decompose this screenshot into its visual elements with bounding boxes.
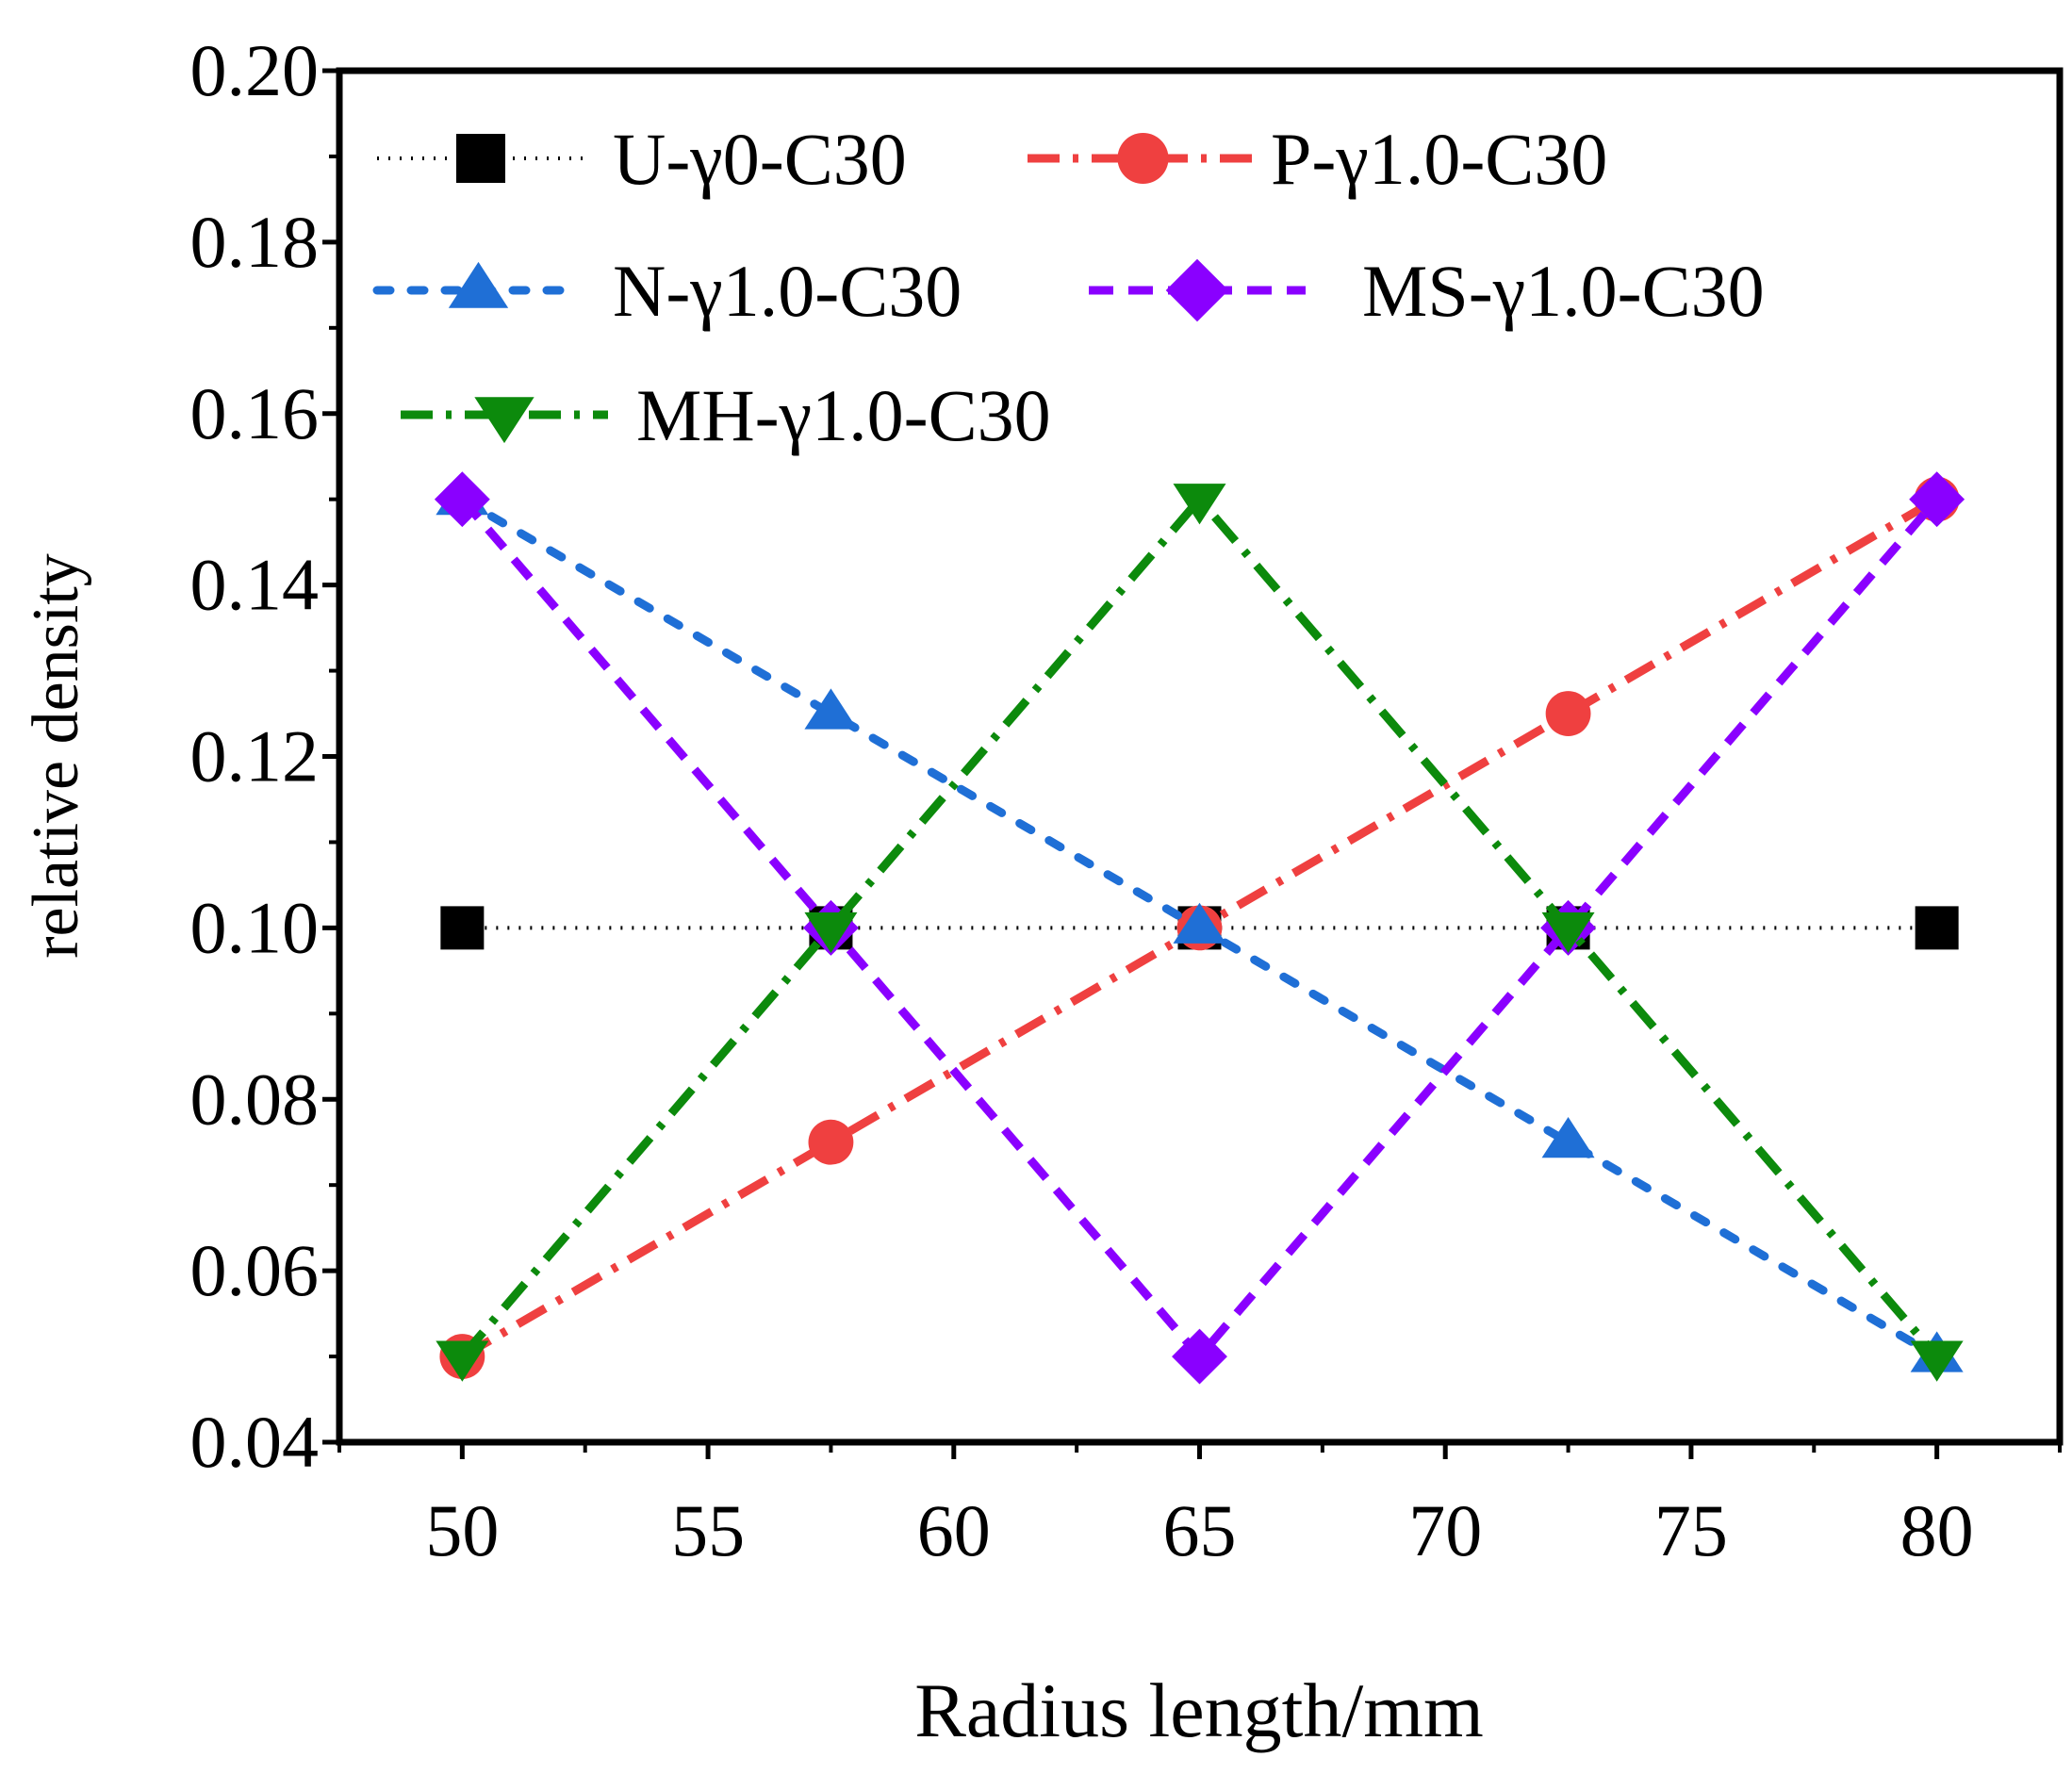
data-point-s3-3 <box>1173 902 1226 944</box>
y-tick-label-0.20: 0.20 <box>190 29 320 111</box>
legend-label-5: MH-γ1.0-C30 <box>636 374 1051 456</box>
series-5 <box>436 484 1964 1382</box>
x-tick-label-60: 60 <box>917 1489 991 1571</box>
legend-item-4: MS-γ1.0-C30 <box>1089 250 1765 332</box>
data-point-s4-5 <box>1909 471 1965 528</box>
x-tick-label-50: 50 <box>425 1489 499 1571</box>
data-point-s5-2 <box>804 912 858 954</box>
data-point-s5-1 <box>436 1340 489 1382</box>
x-tick-label-65: 65 <box>1163 1489 1237 1571</box>
x-tick-label-80: 80 <box>1900 1489 1974 1571</box>
legend-marker-4 <box>1165 258 1229 322</box>
legend-marker-3 <box>448 261 509 308</box>
data-point-s5-3 <box>1173 484 1226 525</box>
y-tick-label-0.14: 0.14 <box>190 544 320 626</box>
data-point-s4-3 <box>1172 1328 1227 1385</box>
y-tick-label-0.10: 0.10 <box>190 886 320 968</box>
series-layer <box>434 471 1965 1385</box>
legend-item-1: U-γ0-C30 <box>377 118 907 200</box>
ticks-layer: 50 55 60 65 70 75 80 0.04 0.06 0.08 0.10 0.12 0.14 0.… <box>190 29 2062 1571</box>
x-tick-label-55: 55 <box>671 1489 745 1571</box>
y-tick-label-0.18: 0.18 <box>190 201 320 283</box>
legend-item-5: MH-γ1.0-C30 <box>401 374 1051 456</box>
data-point-s1-5 <box>1915 906 1959 950</box>
legend-item-3: N-γ1.0-C30 <box>372 250 962 332</box>
legend-marker-2 <box>1117 132 1169 185</box>
y-axis-label: relative density <box>20 553 92 959</box>
data-point-s4-1 <box>434 471 490 528</box>
data-point-s5-5 <box>1910 1340 1964 1382</box>
data-point-s2-2 <box>808 1119 854 1165</box>
legend-label-3: N-γ1.0-C30 <box>613 250 962 332</box>
data-point-s3-2 <box>804 688 858 730</box>
y-tick-label-0.04: 0.04 <box>190 1401 320 1483</box>
legend-label-2: P-γ1.0-C30 <box>1271 118 1607 200</box>
legend-marker-1 <box>456 134 505 183</box>
legend-label-4: MS-γ1.0-C30 <box>1362 250 1765 332</box>
data-point-s1-1 <box>440 906 485 950</box>
series-3 <box>436 474 1964 1372</box>
data-point-s3-4 <box>1541 1117 1595 1158</box>
y-tick-label-0.16: 0.16 <box>190 372 320 454</box>
y-tick-label-0.12: 0.12 <box>190 715 320 797</box>
y-tick-label-0.08: 0.08 <box>190 1058 320 1140</box>
legend-label-1: U-γ0-C30 <box>613 118 907 200</box>
x-tick-label-70: 70 <box>1408 1489 1482 1571</box>
legend-marker-5 <box>474 397 534 444</box>
series-line-5 <box>458 492 1941 1359</box>
x-axis-label: Radius length/mm <box>914 1667 1484 1753</box>
series-4 <box>434 471 1965 1385</box>
x-tick-label-75: 75 <box>1654 1489 1728 1571</box>
data-point-s5-4 <box>1541 912 1595 954</box>
data-point-s2-4 <box>1545 691 1591 736</box>
legend: U-γ0-C30 P-γ1.0-C30 N-γ1.0-C30 MS-γ1.0-C30 M… <box>372 118 1765 456</box>
y-tick-label-0.06: 0.06 <box>190 1229 320 1311</box>
legend-item-2: P-γ1.0-C30 <box>1028 118 1607 200</box>
